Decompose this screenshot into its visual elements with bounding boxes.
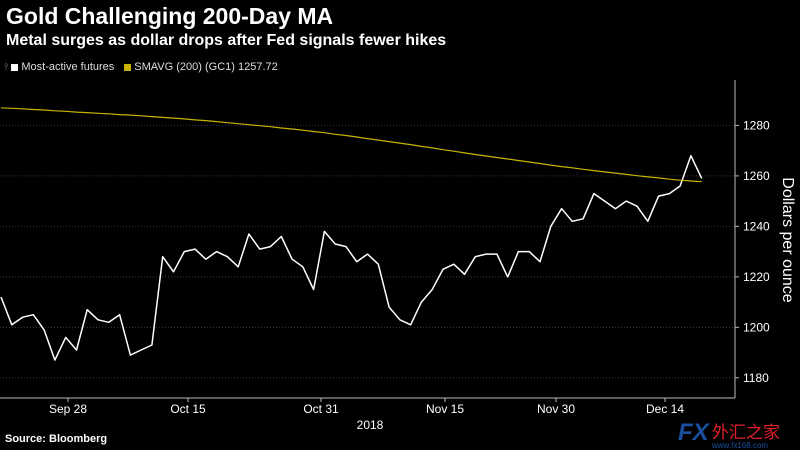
svg-text:www.fx168.com: www.fx168.com bbox=[711, 441, 768, 450]
legend-swatch-futures bbox=[11, 63, 19, 71]
x-tick-label: Oct 31 bbox=[303, 402, 339, 416]
series-lines bbox=[0, 107, 703, 361]
x-axis-year-label: 2018 bbox=[357, 418, 384, 432]
axes bbox=[0, 80, 739, 402]
legend-entry-ma: SMAVG (200) (GC1) 1257.72 bbox=[124, 61, 278, 73]
legend-label-futures: Most-active futures bbox=[21, 61, 115, 73]
x-tick-label: Sep 28 bbox=[49, 402, 87, 416]
x-tick-label: Dec 14 bbox=[646, 402, 684, 416]
y-tick-label: 1280 bbox=[743, 118, 770, 132]
legend-swatch-ma bbox=[124, 63, 132, 71]
watermark-logo: FX 外汇之家 www.fx168.com bbox=[678, 419, 780, 450]
axis-labels: 1180 1200 1220 1240 1260 1280 Sep 28 Oct 15 Oct … bbox=[49, 118, 796, 432]
x-tick-label: Oct 15 bbox=[170, 402, 206, 416]
y-tick-label: 1200 bbox=[743, 320, 770, 334]
x-tick-label: Nov 15 bbox=[426, 402, 464, 416]
svg-text:外汇之家: 外汇之家 bbox=[712, 423, 780, 443]
legend-entry-futures: Most-active futures bbox=[11, 61, 114, 73]
moving-average-line bbox=[0, 107, 702, 183]
chart-subtitle: Metal surges as dollar drops after Fed s… bbox=[6, 32, 447, 49]
futures-price-line bbox=[0, 154, 703, 361]
source-note: Source: Bloomberg bbox=[5, 433, 108, 445]
y-tick-label: 1260 bbox=[743, 169, 770, 183]
y-axis-title: Dollars per ounce bbox=[779, 177, 796, 303]
chart-title: Gold Challenging 200-Day MA bbox=[6, 3, 334, 29]
grid-lines bbox=[0, 124, 735, 379]
y-tick-label: 1220 bbox=[743, 270, 770, 284]
legend-filter-icon: ⫯ bbox=[4, 61, 9, 73]
svg-text:FX: FX bbox=[678, 419, 711, 446]
legend-label-ma: SMAVG (200) (GC1) 1257.72 bbox=[134, 61, 278, 73]
y-tick-label: 1180 bbox=[743, 371, 769, 385]
y-tick-label: 1240 bbox=[743, 219, 770, 233]
legend: ⫯ Most-active futures SMAVG (200) (GC1) … bbox=[4, 61, 288, 73]
x-tick-label: Nov 30 bbox=[537, 402, 575, 416]
